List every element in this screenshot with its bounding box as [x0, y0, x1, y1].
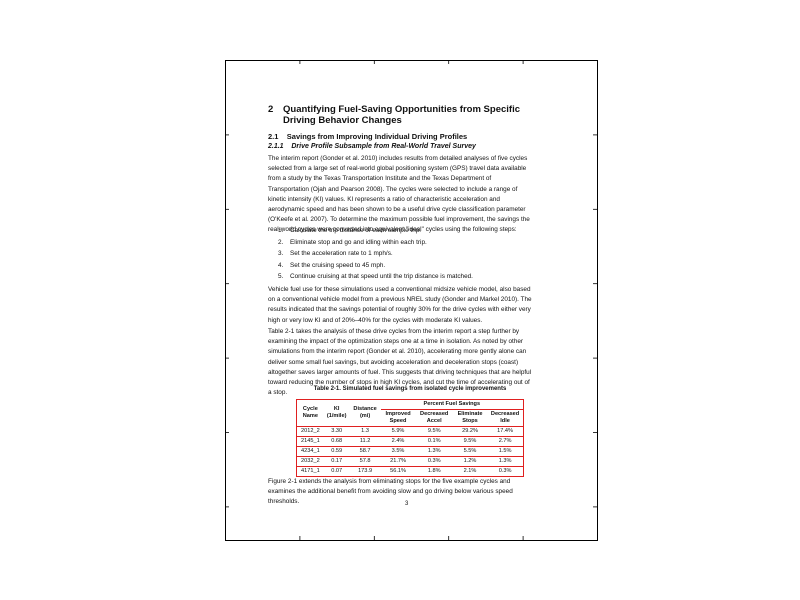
table-cell: 57.8: [349, 456, 381, 467]
heading: 2 Quantifying Fuel-Saving Opportunities …: [268, 104, 548, 126]
heading-title: Quantifying Fuel-Saving Opportunities fr…: [283, 104, 520, 126]
table-cell: 11.2: [349, 436, 381, 447]
step: 4. Set the cruising speed to 45 mph.: [278, 260, 473, 272]
table-cell: 0.59: [323, 446, 350, 457]
subsection-number: 2.1.1: [268, 143, 284, 150]
header-row: Cycle Name KI (1/mile) Distance (mi) Percen…: [296, 399, 524, 427]
step-text: Set the cruising speed to 45 mph.: [290, 261, 386, 269]
table-cell: 1.5%: [487, 446, 524, 457]
table-cell: 2.4%: [380, 436, 416, 447]
step: 2. Eliminate stop and go and idling withi…: [278, 237, 473, 249]
table-row: 2032_2 0.17 57.8 21.7% 0.3% 1.2% 1.3%: [296, 456, 524, 467]
step: 1. Calculate the trip distance of each sa…: [278, 225, 473, 237]
ticks: [225, 60, 598, 540]
table-cell: 4171_1: [296, 466, 324, 477]
table-cell: 1.8%: [415, 466, 453, 477]
paragraph: Figure 2-1 extends the analysis from eli…: [268, 478, 513, 506]
table-row: 4234_1 0.59 58.7 3.5% 1.3% 5.5% 1.5%: [296, 446, 524, 457]
table-cell: 0.17: [323, 456, 350, 467]
axes-frame: [225, 60, 598, 541]
step-number: 2.: [278, 238, 284, 246]
table-cell: 29.2%: [452, 426, 488, 437]
group-header: Percent Fuel Savings: [380, 399, 524, 410]
paragraph: Vehicle fuel use for these simulations u…: [268, 286, 532, 324]
step-number: 5.: [278, 273, 284, 280]
column-header: Improved Speed: [380, 409, 416, 427]
step-number: 4.: [278, 261, 284, 269]
step-text: Set the acceleration rate to 1 mph/s.: [290, 250, 393, 257]
table-cell: 21.7%: [380, 456, 416, 467]
table-cell: 173.9: [349, 466, 381, 477]
table-caption: Table 2-1. Simulated fuel savings from i…: [313, 386, 507, 392]
table-cell: 1.3%: [415, 446, 453, 457]
column-header: Cycle Name: [296, 399, 324, 427]
heading-number: 2: [268, 104, 274, 115]
step-number: 3.: [278, 250, 284, 257]
table-cell: 58.7: [349, 446, 381, 457]
step: 5. Continue cruising at that speed until …: [278, 271, 473, 283]
paragraph: The interim report (Gonder et al. 2010) …: [268, 155, 530, 234]
table-cell: 1.2%: [452, 456, 488, 467]
column-header: Decreased Accel: [415, 409, 453, 427]
table-cell: 0.68: [323, 436, 350, 447]
table-cell: 1.3%: [487, 456, 524, 467]
section-heading: 2.1 Savings from Improving Individual Dr…: [268, 132, 467, 141]
section-number: 2.1: [268, 132, 279, 141]
table-cell: 17.4%: [487, 426, 524, 437]
table-cell: 2.1%: [452, 466, 488, 477]
table-cell: 0.3%: [415, 456, 453, 467]
table-cell: 1.3: [349, 426, 381, 437]
header-row: Improved Speed Decreased Accel Eliminate S…: [297, 409, 524, 427]
subsection-heading: 2.1.1 Drive Profile Subsample from Real-…: [268, 143, 476, 150]
step-number: 1.: [278, 227, 284, 234]
subsection-title: Drive Profile Subsample from Real-World …: [291, 143, 476, 150]
paragraph: Table 2-1 takes the analysis of these dr…: [268, 328, 532, 397]
table-cell: 4234_1: [296, 446, 324, 457]
step: 3. Set the acceleration rate to 1 mph/s.: [278, 248, 473, 260]
table-cell: 5.5%: [452, 446, 488, 457]
page-number: 3: [405, 501, 409, 507]
step-list: 1. Calculate the trip distance of each sa…: [278, 225, 473, 283]
table-cell: 2145_1: [296, 436, 324, 447]
table-row: 2012_2 3.30 1.3 5.9% 9.5% 29.2% 17.4%: [296, 426, 524, 437]
table-cell: 2012_2: [296, 426, 324, 437]
table: Cycle Name KI (1/mile) Distance (mi) Percen…: [296, 399, 524, 477]
step-text: Eliminate stop and go and idling within …: [290, 238, 427, 246]
table-row: 2145_1 0.68 11.2 2.4% 0.1% 9.5% 2.7%: [296, 436, 524, 447]
step-text: Continue cruising at that speed until th…: [290, 273, 473, 280]
step-text: Calculate the trip distance of each samp…: [290, 227, 422, 234]
table-cell: 3.5%: [380, 446, 416, 457]
table-cell: 0.1%: [415, 436, 453, 447]
table-row: 4171_1 0.07 173.9 56.1% 1.8% 2.1% 0.3%: [296, 466, 524, 477]
column-header: Distance (mi): [349, 399, 381, 427]
table-cell: 56.1%: [380, 466, 416, 477]
table-cell: 2032_2: [296, 456, 324, 467]
column-header: Eliminate Stops: [452, 409, 488, 427]
table-cell: 0.07: [323, 466, 350, 477]
table-cell: 5.9%: [380, 426, 416, 437]
table-cell: 0.3%: [487, 466, 524, 477]
column-header: KI (1/mile): [323, 399, 350, 427]
table-cell: 9.5%: [415, 426, 453, 437]
table-cell: 2.7%: [487, 436, 524, 447]
column-header: Decreased Idle: [487, 409, 524, 427]
table-cell: 3.30: [323, 426, 350, 437]
table-cell: 9.5%: [452, 436, 488, 447]
section-title: Savings from Improving Individual Drivin…: [286, 132, 468, 141]
